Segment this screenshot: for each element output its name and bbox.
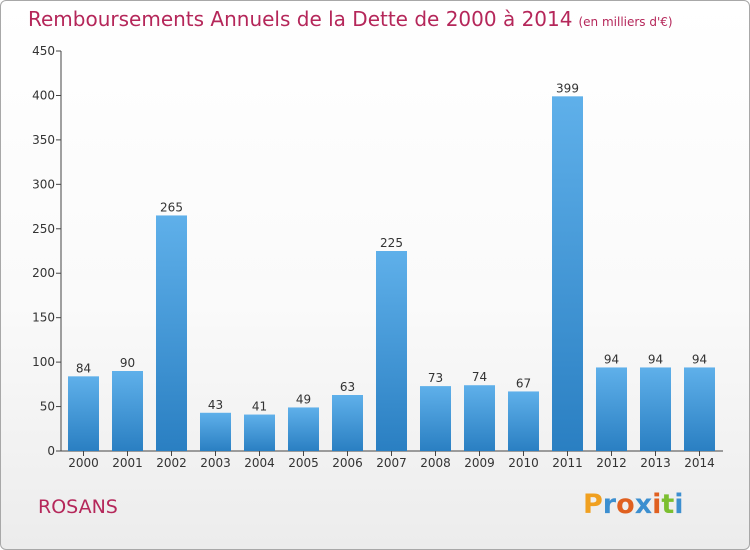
logo-letter: x [634,489,653,520]
x-tick-label-2011: 2011 [552,456,583,470]
x-tick-label-2007: 2007 [376,456,407,470]
data-label-2009: 74 [472,370,487,384]
logo-letter: i [674,489,684,520]
y-tick-label: 450 [32,44,55,58]
bar-2014 [684,367,715,451]
x-tick-label-2005: 2005 [288,456,319,470]
x-tick-label-2000: 2000 [68,456,99,470]
x-tick-label-2014: 2014 [684,456,715,470]
bar-2010 [508,391,539,451]
data-label-2007: 225 [380,236,403,250]
bars: 84 90 265 43 41 49 63 225 73 74 67 399 94 94 94 [68,81,715,451]
data-label-2005: 49 [296,392,311,406]
x-tick-label-2003: 2003 [200,456,231,470]
logo-letter: o [616,489,635,520]
y-axis: 0 50 100 150 200 250 300 350 400 450 [32,44,62,458]
bar-2011 [552,96,583,451]
y-tick-label: 0 [47,444,55,458]
bar-2012 [596,367,627,451]
x-tick-label-2009: 2009 [464,456,495,470]
bar-2004 [244,414,275,451]
data-label-2013: 94 [648,352,663,366]
bar-2013 [640,367,671,451]
x-tick-label-2002: 2002 [156,456,187,470]
data-label-2014: 94 [692,352,707,366]
logo-letter: r [602,489,617,520]
data-label-2012: 94 [604,352,619,366]
x-tick-label-2008: 2008 [420,456,451,470]
bar-2005 [288,407,319,451]
bar-2000 [68,376,99,451]
logo-letter: P [583,489,603,520]
y-tick-label: 200 [32,266,55,280]
x-tick-label-2012: 2012 [596,456,627,470]
x-axis: 2000 2001 2002 2003 2004 2005 2006 2007 2008 2009… [61,450,723,470]
x-tick-label-2004: 2004 [244,456,275,470]
y-tick-label: 150 [32,311,55,325]
data-label-2006: 63 [340,380,355,394]
y-tick-label: 350 [32,133,55,147]
bar-2003 [200,412,231,451]
bar-2001 [112,371,143,451]
chart-unit: (en milliers d'€) [578,15,673,29]
data-label-2000: 84 [76,361,91,375]
x-tick-label-2010: 2010 [508,456,539,470]
data-label-2003: 43 [208,398,223,412]
data-label-2010: 67 [516,376,531,390]
chart-title: Remboursements Annuels de la Dette de 20… [28,7,673,31]
proxiti-logo[interactable]: Proxiti [583,489,693,525]
bar-2008 [420,386,451,451]
y-tick-label: 250 [32,222,55,236]
bar-2006 [332,395,363,451]
bar-2002 [156,215,187,451]
data-label-2011: 399 [556,81,579,95]
bar-2007 [376,251,407,451]
y-tick-label: 50 [40,400,55,414]
chart-title-text: Remboursements Annuels de la Dette de 20… [28,7,573,31]
bar-2009 [464,385,495,451]
y-tick-label: 300 [32,177,55,191]
data-label-2004: 41 [252,400,267,414]
data-label-2008: 73 [428,371,443,385]
data-label-2001: 90 [120,356,135,370]
x-tick-label-2006: 2006 [332,456,363,470]
y-tick-label: 400 [32,88,55,102]
data-label-2002: 265 [160,200,183,214]
x-tick-label-2013: 2013 [640,456,671,470]
logo-letter: t [661,489,675,520]
logo-letter: i [652,489,662,520]
y-tick-label: 100 [32,355,55,369]
commune-name: ROSANS [38,496,118,518]
x-tick-label-2001: 2001 [112,456,143,470]
